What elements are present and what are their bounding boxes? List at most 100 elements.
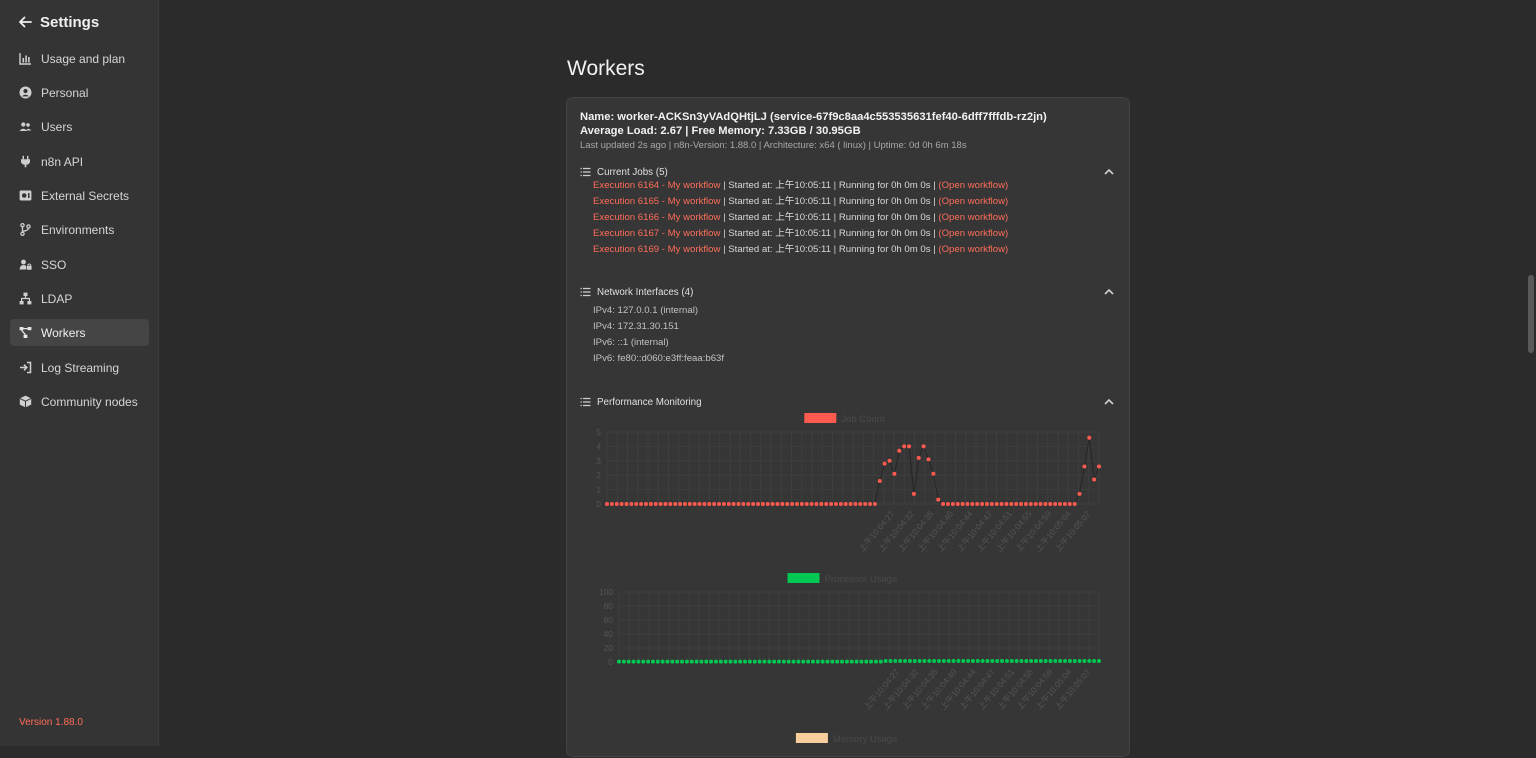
sidebar-item-environments[interactable]: Environments xyxy=(10,216,149,243)
sidebar-item-label: External Secrets xyxy=(41,188,130,203)
current-jobs-header[interactable]: Current Jobs (5) xyxy=(580,165,668,179)
user-lock-icon xyxy=(19,258,32,271)
sidebar-item-usage-and-plan[interactable]: Usage and plan xyxy=(10,45,149,72)
data-point xyxy=(704,659,709,664)
y-tick-label: 4 xyxy=(596,441,601,451)
chevron-up-icon[interactable] xyxy=(1103,396,1115,408)
data-point xyxy=(848,502,853,506)
data-point xyxy=(767,659,772,664)
network-wired-icon xyxy=(19,292,32,305)
open-workflow-link[interactable]: (Open workflow) xyxy=(938,212,1009,223)
execution-link[interactable]: Execution 6167 - My workflow xyxy=(593,228,721,239)
data-point xyxy=(643,502,648,506)
data-point xyxy=(975,502,980,506)
data-point xyxy=(1087,658,1092,663)
data-point xyxy=(752,659,757,664)
data-point xyxy=(1097,658,1101,663)
y-tick-label: 3 xyxy=(596,456,601,466)
chevron-up-icon[interactable] xyxy=(1103,286,1115,298)
back-to-main-button[interactable]: Settings xyxy=(18,12,99,32)
data-point xyxy=(680,659,685,664)
open-workflow-link[interactable]: (Open workflow) xyxy=(938,196,1009,207)
data-point xyxy=(678,502,683,506)
data-point xyxy=(873,659,878,664)
execution-link[interactable]: Execution 6169 - My workflow xyxy=(593,244,721,255)
data-point xyxy=(790,502,795,506)
sidebar-item-workers[interactable]: Workers xyxy=(10,319,149,346)
data-point xyxy=(1019,502,1024,506)
y-tick-label: 100 xyxy=(599,587,613,597)
data-point xyxy=(878,659,883,664)
code-branch-icon xyxy=(19,223,32,236)
network-interface: IPv4: 172.31.30.151 xyxy=(593,321,679,332)
data-point xyxy=(961,658,966,663)
data-point xyxy=(888,658,893,663)
data-point xyxy=(946,658,951,663)
execution-link[interactable]: Execution 6165 - My workflow xyxy=(593,196,721,207)
data-point xyxy=(658,502,663,506)
data-point xyxy=(636,659,641,664)
performance-monitoring-header[interactable]: Performance Monitoring xyxy=(580,395,702,409)
data-point xyxy=(650,659,655,664)
network-interfaces-header[interactable]: Network Interfaces (4) xyxy=(580,285,693,299)
y-tick-label: 0 xyxy=(608,657,613,667)
sidebar-item-external-secrets[interactable]: External Secrets xyxy=(10,182,149,209)
sidebar-item-label: SSO xyxy=(41,257,67,272)
data-point xyxy=(609,502,614,506)
data-point xyxy=(1004,658,1009,663)
data-point xyxy=(893,658,898,663)
open-workflow-link[interactable]: (Open workflow) xyxy=(938,228,1009,239)
data-point xyxy=(877,478,882,483)
data-point xyxy=(990,658,995,663)
data-point xyxy=(829,502,834,506)
data-point xyxy=(751,502,756,506)
sidebar-item-sso[interactable]: SSO xyxy=(10,251,149,278)
execution-link[interactable]: Execution 6164 - My workflow xyxy=(593,180,721,191)
chevron-up-icon[interactable] xyxy=(1103,166,1115,178)
list-icon xyxy=(580,167,591,177)
sidebar-item-ldap[interactable]: LDAP xyxy=(10,285,149,312)
data-point xyxy=(1033,658,1038,663)
sidebar-item-label: Community nodes xyxy=(41,394,138,409)
y-tick-label: 40 xyxy=(604,629,614,639)
job-details: | Started at: 上午10:05:11 | Running for 0… xyxy=(720,228,939,239)
data-point xyxy=(1077,491,1082,496)
sidebar-item-community-nodes[interactable]: Community nodes xyxy=(10,388,149,415)
open-workflow-link[interactable]: (Open workflow) xyxy=(938,244,1009,255)
data-point xyxy=(1029,658,1034,663)
processor-usage-chart: Processor Usage020406080100上午10:04:27上午1… xyxy=(599,573,1101,712)
data-point xyxy=(937,658,941,663)
data-point xyxy=(682,502,687,506)
data-point xyxy=(912,658,917,663)
users-icon xyxy=(19,120,32,133)
data-point xyxy=(970,658,975,663)
sidebar-item-personal[interactable]: Personal xyxy=(10,79,149,106)
page-scrollbar[interactable] xyxy=(1528,275,1534,353)
data-point xyxy=(868,502,873,506)
open-workflow-link[interactable]: (Open workflow) xyxy=(938,180,1009,191)
chart-bar-icon xyxy=(19,52,32,65)
data-point xyxy=(694,659,699,664)
worker-load: Average Load: 2.67 | Free Memory: 7.33GB… xyxy=(580,125,861,137)
job-details: | Started at: 上午10:05:11 | Running for 0… xyxy=(720,244,939,255)
execution-link[interactable]: Execution 6166 - My workflow xyxy=(593,212,721,223)
data-point xyxy=(809,502,814,506)
data-point xyxy=(629,502,634,506)
section-title: Current Jobs (5) xyxy=(597,166,668,178)
memory-usage-chart: Memory Usage xyxy=(795,733,897,745)
data-point xyxy=(746,502,751,506)
sidebar-item-log-streaming[interactable]: Log Streaming xyxy=(10,354,149,381)
sidebar-item-n8n-api[interactable]: n8n API xyxy=(10,148,149,175)
plug-icon xyxy=(19,155,32,168)
worker-card: Name: worker-ACKSn3yVAdQHtjLJ (service-6… xyxy=(566,97,1130,757)
sidebar-item-users[interactable]: Users xyxy=(10,113,149,140)
data-point xyxy=(965,502,970,506)
data-point xyxy=(810,659,815,664)
list-icon xyxy=(580,397,591,407)
data-point xyxy=(1092,477,1097,482)
legend-swatch xyxy=(804,413,837,423)
y-tick-label: 0 xyxy=(596,499,601,509)
data-point xyxy=(770,502,775,506)
data-point xyxy=(945,502,950,506)
data-point xyxy=(897,448,902,453)
